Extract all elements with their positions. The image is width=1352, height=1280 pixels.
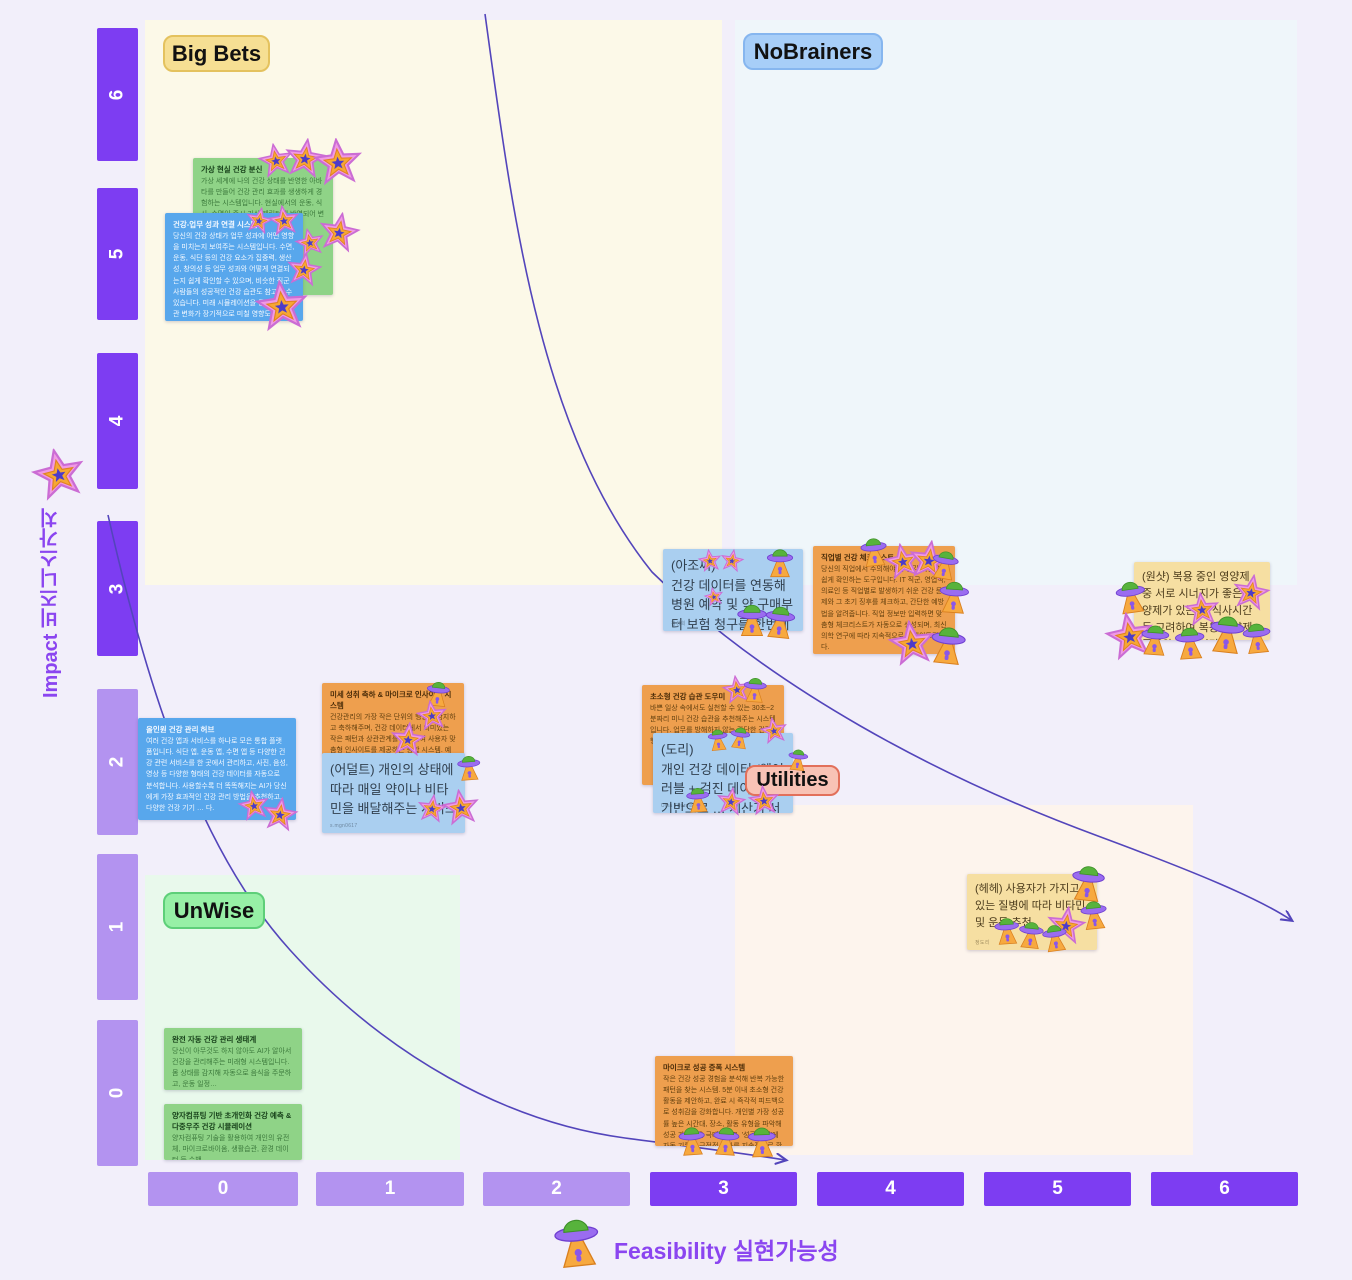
ufo-sticker-icon[interactable] [1171, 623, 1209, 661]
note-body: 양자컴퓨팅 기술을 활용하여 개인의 유전체, 마이크로바이옴, 생활습관, 환… [172, 1134, 290, 1160]
y-axis-tick-6: 6 [97, 28, 138, 161]
ufo-sticker-icon[interactable] [454, 752, 484, 782]
y-axis-tick-1: 1 [97, 854, 138, 1000]
quadrant-label-bigbets[interactable]: Big Bets [163, 35, 270, 72]
note-health-work-link[interactable]: 건강-업무 성과 연결 시스템 당신의 건강 상태가 업무 성과에 어떤 영향을… [165, 213, 303, 321]
note-quantum-simulation[interactable]: 양자컴퓨팅 기반 초개인화 건강 예측 & 다중우주 건강 시뮬레이션 양자컴퓨… [164, 1104, 302, 1160]
feasibility-ufo-icon [547, 1211, 606, 1270]
note-body: 건강 데이터를 연동해 병원 예약 및 약 구매부터 보험 청구를 한번에 진행 [671, 577, 794, 632]
note-title: 건강-업무 성과 연결 시스템 [173, 220, 258, 229]
ufo-sticker-icon[interactable] [935, 577, 973, 615]
x-axis-tick-0: 0 [148, 1172, 298, 1206]
y-axis-tick-2: 2 [97, 689, 138, 835]
star-sticker-icon[interactable] [440, 787, 483, 830]
quadrant-label-nobrainers[interactable]: NoBrainers [743, 33, 883, 70]
ufo-sticker-icon[interactable] [760, 601, 800, 641]
y-axis-tick-4: 4 [97, 353, 138, 489]
ufo-sticker-icon[interactable] [675, 1123, 709, 1157]
star-sticker-icon[interactable] [718, 547, 746, 575]
note-body: 당신의 건강 상태가 업무 성과에 어떤 영향을 미치는지 보여주는 시스템입니… [173, 232, 295, 319]
x-axis-tick-4: 4 [817, 1172, 964, 1206]
note-title: 미세 성취 축하 & 마이크로 인사이트 시스템 [330, 690, 452, 710]
ufo-sticker-icon[interactable] [744, 1123, 779, 1158]
ufo-sticker-icon[interactable] [1038, 920, 1072, 954]
y-axis-label: Impact 비즈니스가치 [40, 507, 62, 698]
star-sticker-icon[interactable] [1229, 571, 1273, 615]
star-sticker-icon[interactable] [702, 585, 726, 609]
note-author: 김성희 [671, 621, 686, 627]
star-sticker-icon[interactable] [252, 277, 311, 336]
note-title: 초소형 건강 습관 도우미 [650, 692, 726, 701]
note-title: 올인원 건강 관리 허브 [146, 725, 215, 734]
x-axis-tick-2: 2 [483, 1172, 630, 1206]
note-title: 직업별 건강 체크리스트 [821, 553, 895, 562]
star-sticker-icon[interactable] [746, 783, 781, 818]
x-axis-tick-5: 5 [984, 1172, 1131, 1206]
ufo-sticker-icon[interactable] [764, 546, 796, 578]
x-axis-tick-3: 3 [650, 1172, 797, 1206]
note-full-auto-ecosystem[interactable]: 완전 자동 건강 관리 생태계 당신이 아무것도 하지 않아도 AI가 알아서 … [164, 1028, 302, 1090]
star-sticker-icon[interactable] [311, 136, 365, 190]
note-body: 당신의 직업에서 주의해야 할 건강 위험을 쉽게 확인하는 도구입니다. IT… [821, 565, 947, 652]
y-axis-tick-0: 0 [97, 1020, 138, 1166]
ufo-sticker-icon[interactable] [1137, 621, 1173, 657]
impact-star-icon [27, 443, 91, 507]
note-author: 정도리 [975, 940, 990, 946]
x-axis-tick-6: 6 [1151, 1172, 1298, 1206]
star-sticker-icon[interactable] [388, 720, 428, 760]
star-sticker-icon[interactable] [714, 785, 748, 819]
ufo-sticker-icon[interactable] [709, 1123, 743, 1157]
y-axis-tick-3: 3 [97, 521, 138, 656]
quadrant-utilities-area [735, 805, 1193, 1155]
x-axis-tick-1: 1 [316, 1172, 464, 1206]
ufo-sticker-icon[interactable] [683, 784, 713, 814]
note-title: 가상 현실 건강 분신 [201, 165, 263, 174]
note-adult-vitamin-delivery[interactable]: (어덜트) 개인의 상태에 따라 매일 약이나 비타민을 배달해주는 서비스 s… [322, 753, 465, 833]
note-body: 여러 건강 앱과 서비스를 하나로 모은 통합 플랫폼입니다. 식단 앱, 운동… [146, 737, 288, 812]
note-title: (도리) [661, 742, 694, 757]
note-title: 완전 자동 건강 관리 생태계 [172, 1035, 257, 1044]
note-title: 마이크로 성공 증폭 시스템 [663, 1063, 746, 1072]
star-sticker-icon[interactable] [758, 715, 790, 747]
note-title: 양자컴퓨팅 기반 초개인화 건강 예측 & 다중우주 건강 시뮬레이션 [172, 1111, 292, 1131]
ufo-sticker-icon[interactable] [740, 674, 770, 704]
x-axis-label: Feasibility 실현가능성 [614, 1238, 839, 1264]
note-body: 건강관리의 가장 작은 단위의 행동도 감지하고 축하해주며, 건강 데이터에서… [330, 713, 456, 755]
note-author: Uma Thurman [661, 803, 697, 809]
star-sticker-icon[interactable] [260, 795, 301, 836]
ufo-sticker-icon[interactable] [726, 723, 753, 750]
note-micro-insight[interactable]: 미세 성취 축하 & 마이크로 인사이트 시스템 건강관리의 가장 작은 단위의… [322, 683, 464, 755]
ufo-sticker-icon[interactable] [785, 746, 811, 772]
note-author: s.mgn0617 [330, 823, 358, 829]
ufo-sticker-icon[interactable] [1238, 618, 1275, 655]
quadrant-label-unwise[interactable]: UnWise [163, 892, 265, 929]
note-allinone-health-hub[interactable]: 올인원 건강 관리 허브 여러 건강 앱과 서비스를 하나로 모은 통합 플랫폼… [138, 718, 296, 820]
y-axis-tick-5: 5 [97, 188, 138, 320]
note-body: 당신이 아무것도 하지 않아도 AI가 알아서 건강을 관리해주는 미래형 시스… [172, 1047, 292, 1089]
quadrant-nobrainers-area [735, 20, 1297, 585]
ufo-sticker-icon[interactable] [925, 621, 971, 667]
